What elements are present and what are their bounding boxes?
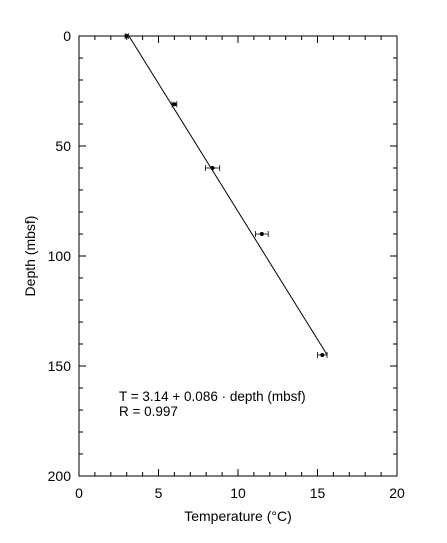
y-tick-label: 0 (63, 28, 71, 44)
regression-equation: T = 3.14 + 0.086 · depth (mbsf) (119, 389, 306, 404)
x-tick-label: 15 (310, 485, 326, 501)
data-point (172, 102, 177, 107)
regression-line (128, 35, 328, 356)
data-point (210, 166, 215, 170)
data-points-group (124, 33, 328, 358)
y-tick-label: 50 (55, 138, 71, 154)
data-point (259, 232, 264, 236)
y-tick-label: 150 (48, 358, 72, 374)
y-axis-label: Depth (mbsf) (22, 216, 38, 297)
x-tick-label: 10 (230, 485, 246, 501)
axis-ticks (78, 35, 398, 477)
data-point (124, 34, 129, 38)
y-tick-label: 200 (48, 468, 72, 484)
y-tick-label: 100 (48, 248, 72, 264)
x-axis-label: Temperature (°C) (184, 508, 292, 524)
data-point (320, 353, 325, 357)
x-tick-label: 5 (155, 485, 163, 501)
x-tick-label: 0 (75, 485, 83, 501)
correlation-coefficient: R = 0.997 (119, 404, 178, 419)
regression-line-group (128, 35, 328, 356)
x-tick-label: 20 (389, 485, 405, 501)
